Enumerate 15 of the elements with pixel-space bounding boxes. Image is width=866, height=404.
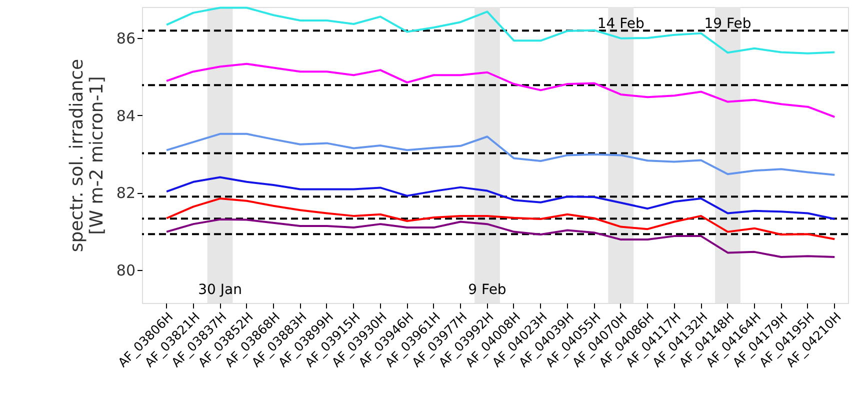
line-series bbox=[166, 6, 836, 54]
y-tick-label: 80 bbox=[116, 262, 136, 280]
line-series bbox=[166, 218, 836, 258]
line-series bbox=[166, 62, 836, 118]
band-label: 9 Feb bbox=[468, 282, 506, 298]
band-label: 19 Feb bbox=[704, 16, 752, 32]
band-label: 30 Jan bbox=[198, 282, 242, 298]
line-series bbox=[166, 176, 836, 220]
line-series bbox=[166, 198, 836, 240]
y-tick-label: 86 bbox=[116, 29, 136, 48]
y-tick-label: 84 bbox=[116, 106, 136, 125]
band-label: 14 Feb bbox=[597, 16, 644, 32]
y-tick-label: 82 bbox=[116, 184, 136, 202]
y-axis-title: spectr. sol. irradiance [W m-2 micron-1] bbox=[66, 58, 108, 252]
line-series bbox=[166, 132, 836, 176]
